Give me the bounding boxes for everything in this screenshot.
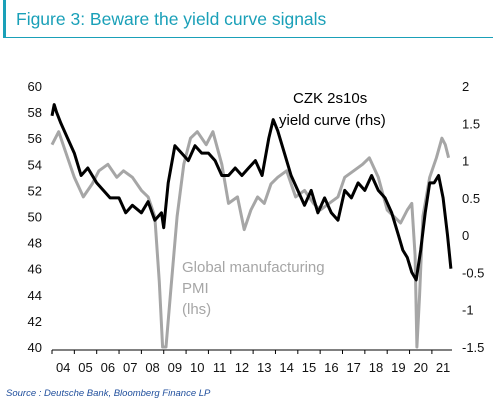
left-tick-label: 46 (28, 262, 42, 277)
right-tick-label: 0 (462, 228, 469, 243)
x-tick-label: 06 (101, 360, 115, 375)
left-tick-label: 40 (28, 340, 42, 355)
x-tick-label: 18 (369, 360, 383, 375)
left-tick-label: 60 (28, 79, 42, 94)
czk-label-line-2: yield curve (rhs) (279, 112, 386, 129)
x-tick-label: 14 (279, 360, 293, 375)
right-tick-label: 1.5 (462, 116, 480, 131)
x-tick-label: 17 (346, 360, 360, 375)
x-tick-label: 15 (302, 360, 316, 375)
x-tick-label: 21 (436, 360, 450, 375)
right-tick-label: -1.5 (462, 340, 484, 355)
x-tick-label: 08 (145, 360, 159, 375)
x-tick-label: 12 (235, 360, 249, 375)
right-tick-label: -0.5 (462, 265, 484, 280)
right-axis-ticks: -1.5 -1 -0.5 0 0.5 1 1.5 2 (462, 79, 484, 355)
pmi-label-line-2: PMI (182, 280, 209, 297)
left-tick-label: 52 (28, 183, 42, 198)
pmi-series-line (50, 130, 451, 349)
x-tick-label: 11 (213, 360, 227, 375)
pmi-label-line-3: (lhs) (182, 301, 211, 318)
x-tick-label: 09 (168, 360, 182, 375)
x-tick-label: 05 (78, 360, 92, 375)
left-tick-label: 58 (28, 105, 42, 120)
left-tick-label: 42 (28, 314, 42, 329)
x-tick-label: 07 (123, 360, 137, 375)
title-bar: Figure 3: Beware the yield curve signals (3, 0, 493, 38)
left-tick-label: 48 (28, 236, 42, 251)
x-axis-ticks: 04 05 06 07 08 09 10 11 12 13 14 15 16 17 18 19 20 21 (51, 350, 450, 375)
x-tick-label: 10 (190, 360, 204, 375)
left-tick-label: 56 (28, 131, 42, 146)
x-tick-label: 16 (324, 360, 338, 375)
right-tick-label: -1 (462, 303, 474, 318)
left-tick-label: 44 (28, 288, 42, 303)
czk-series-line (50, 103, 453, 282)
left-tick-label: 54 (28, 157, 42, 172)
chart-title: Figure 3: Beware the yield curve signals (16, 9, 327, 29)
source-note: Source : Deutsche Bank, Bloomberg Financ… (6, 388, 211, 399)
left-tick-label: 50 (28, 210, 42, 225)
right-tick-label: 2 (462, 79, 469, 94)
x-tick-label: 13 (257, 360, 271, 375)
x-tick-label: 20 (413, 360, 427, 375)
pmi-label-line-1: Global manufacturing (182, 259, 325, 276)
x-tick-label: 19 (391, 360, 405, 375)
right-tick-label: 1 (462, 154, 469, 169)
czk-label-line-1: CZK 2s10s (293, 90, 367, 107)
right-tick-label: 0.5 (462, 191, 480, 206)
left-axis-ticks: 40 42 44 46 48 50 52 54 56 58 60 (28, 79, 42, 355)
x-tick-label: 04 (56, 360, 70, 375)
